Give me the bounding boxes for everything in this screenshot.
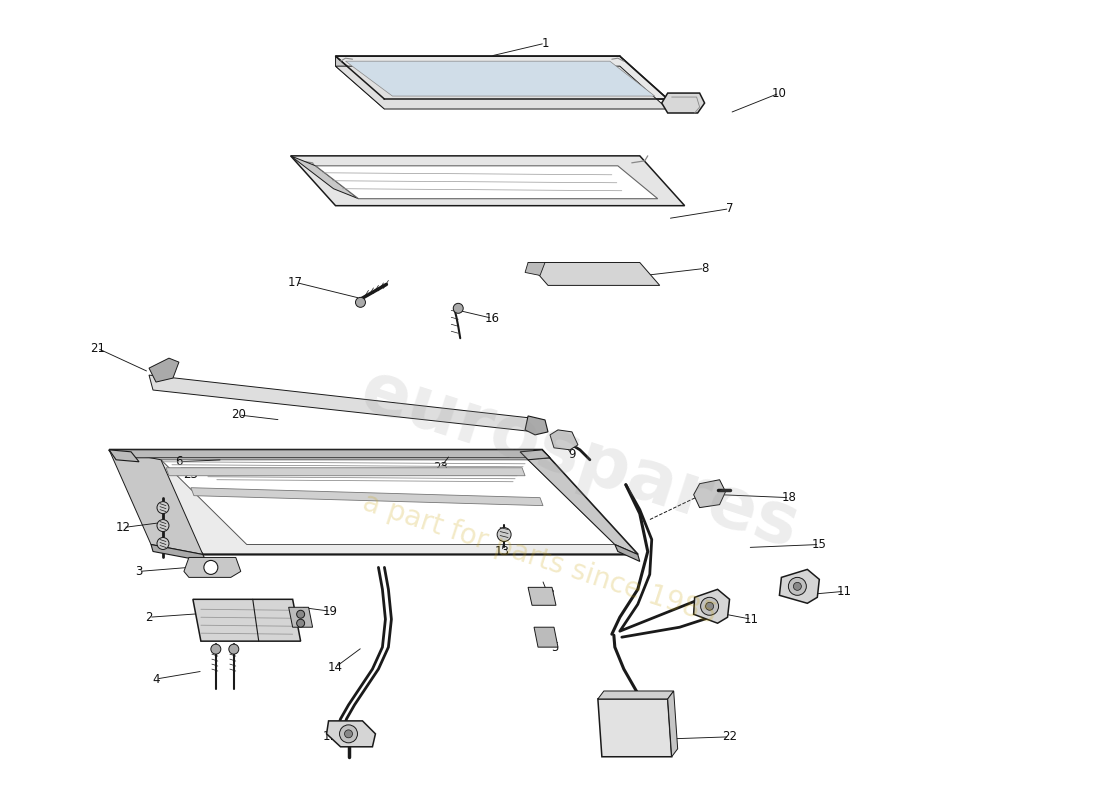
Polygon shape xyxy=(598,691,673,699)
Polygon shape xyxy=(615,545,640,562)
Circle shape xyxy=(157,538,169,550)
Polygon shape xyxy=(109,450,638,554)
Text: 23: 23 xyxy=(184,468,198,482)
Text: 9: 9 xyxy=(569,448,575,462)
Polygon shape xyxy=(336,56,384,109)
Text: 23: 23 xyxy=(432,462,448,474)
Circle shape xyxy=(705,602,714,610)
Circle shape xyxy=(204,561,218,574)
Text: 4: 4 xyxy=(152,673,160,686)
Text: 2: 2 xyxy=(145,610,153,624)
Text: 11: 11 xyxy=(837,585,851,598)
Polygon shape xyxy=(345,61,654,96)
Polygon shape xyxy=(668,691,678,757)
Polygon shape xyxy=(148,358,179,382)
Polygon shape xyxy=(528,450,638,554)
Text: 19: 19 xyxy=(323,605,338,618)
Polygon shape xyxy=(694,480,726,508)
Polygon shape xyxy=(166,468,525,476)
Text: 13: 13 xyxy=(495,545,509,558)
Polygon shape xyxy=(192,599,300,641)
Text: 10: 10 xyxy=(772,86,786,99)
Text: 7: 7 xyxy=(726,202,734,215)
Circle shape xyxy=(453,303,463,314)
Polygon shape xyxy=(520,450,550,460)
Polygon shape xyxy=(109,450,550,458)
Circle shape xyxy=(340,725,358,743)
Circle shape xyxy=(157,519,169,531)
Text: 6: 6 xyxy=(175,455,183,468)
Circle shape xyxy=(297,619,305,627)
Text: 15: 15 xyxy=(812,538,827,551)
Text: 1: 1 xyxy=(541,37,549,50)
Polygon shape xyxy=(109,450,139,462)
Text: SET: SET xyxy=(621,720,648,734)
Polygon shape xyxy=(550,430,578,450)
Polygon shape xyxy=(148,375,535,432)
Polygon shape xyxy=(191,488,543,506)
Text: 13: 13 xyxy=(540,588,556,601)
Text: 22: 22 xyxy=(722,730,737,743)
Text: a part for parts since 1985: a part for parts since 1985 xyxy=(360,489,720,630)
Polygon shape xyxy=(598,699,672,757)
Text: 18: 18 xyxy=(782,491,796,504)
Text: 21: 21 xyxy=(89,342,104,354)
Polygon shape xyxy=(525,262,544,275)
Polygon shape xyxy=(694,590,729,623)
Circle shape xyxy=(497,527,512,542)
Polygon shape xyxy=(336,56,668,99)
Polygon shape xyxy=(161,460,615,545)
Circle shape xyxy=(701,598,718,615)
Circle shape xyxy=(157,502,169,514)
Polygon shape xyxy=(534,627,558,647)
Text: 5: 5 xyxy=(551,641,559,654)
Polygon shape xyxy=(525,416,548,435)
Circle shape xyxy=(789,578,806,595)
Text: 8: 8 xyxy=(701,262,708,275)
Polygon shape xyxy=(336,66,668,109)
Circle shape xyxy=(297,610,305,618)
Text: 3: 3 xyxy=(135,565,143,578)
Polygon shape xyxy=(109,450,202,554)
Polygon shape xyxy=(327,721,375,746)
Text: 17: 17 xyxy=(288,276,304,289)
Text: 16: 16 xyxy=(485,312,499,325)
Circle shape xyxy=(355,298,365,307)
Circle shape xyxy=(344,730,352,738)
Text: 11: 11 xyxy=(744,613,759,626)
Text: 14: 14 xyxy=(328,661,343,674)
Circle shape xyxy=(229,644,239,654)
Polygon shape xyxy=(780,570,820,603)
Polygon shape xyxy=(528,262,660,286)
Text: 12: 12 xyxy=(116,521,131,534)
Polygon shape xyxy=(290,156,359,198)
Polygon shape xyxy=(662,93,705,113)
Circle shape xyxy=(211,644,221,654)
Polygon shape xyxy=(290,156,684,206)
Polygon shape xyxy=(151,545,206,562)
Polygon shape xyxy=(528,587,556,606)
Polygon shape xyxy=(316,166,658,198)
Circle shape xyxy=(793,582,802,590)
Text: 11: 11 xyxy=(323,730,338,743)
Polygon shape xyxy=(184,558,241,578)
Text: 20: 20 xyxy=(231,409,246,422)
Text: eurospares: eurospares xyxy=(352,356,807,563)
Polygon shape xyxy=(288,607,312,627)
